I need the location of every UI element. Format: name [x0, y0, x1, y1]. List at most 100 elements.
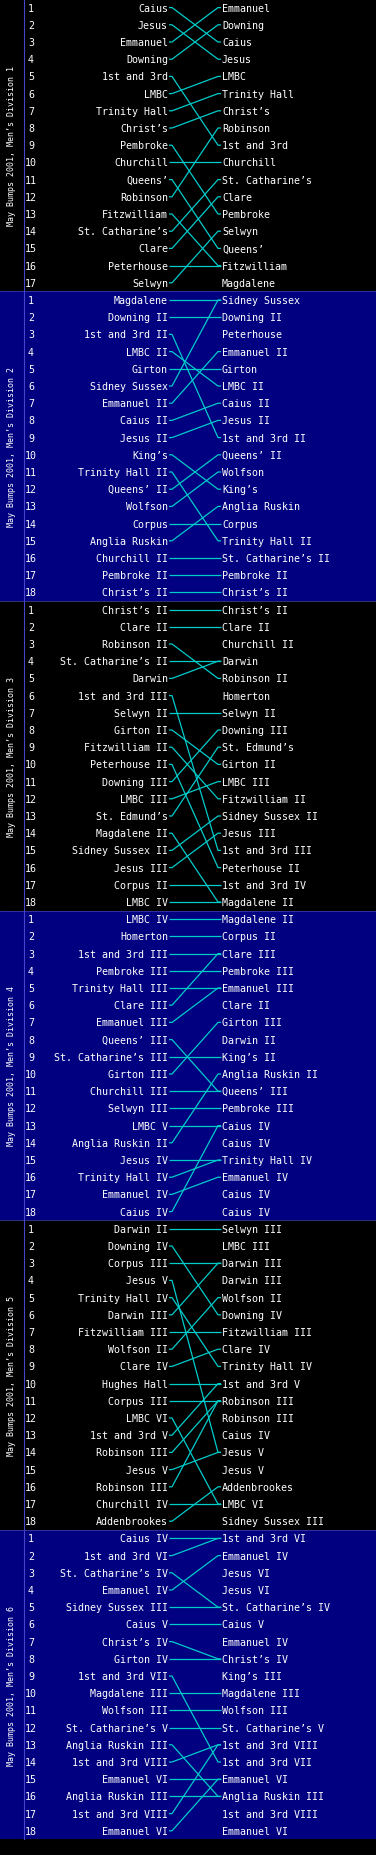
Text: Churchill III: Churchill III [90, 1087, 168, 1096]
Text: King’s III: King’s III [222, 1671, 282, 1681]
Text: 12: 12 [25, 1104, 37, 1113]
Text: Churchill: Churchill [222, 158, 276, 169]
Text: Trinity Hall IV: Trinity Hall IV [78, 1172, 168, 1182]
Text: 1st and 3rd VIII: 1st and 3rd VIII [72, 1757, 168, 1768]
Text: Trinity Hall II: Trinity Hall II [78, 467, 168, 479]
Text: Christ’s II: Christ’s II [102, 588, 168, 597]
Text: 18: 18 [25, 1825, 37, 1836]
Text: 13: 13 [25, 1430, 37, 1441]
Text: Emmanuel IV: Emmanuel IV [102, 1586, 168, 1595]
Text: 1st and 3rd II: 1st and 3rd II [222, 434, 306, 443]
Text: 5: 5 [28, 1293, 34, 1302]
Text: 13: 13 [25, 503, 37, 512]
Text: Caius: Caius [138, 4, 168, 13]
Text: 1st and 3rd VII: 1st and 3rd VII [222, 1757, 312, 1768]
Text: 13: 13 [25, 1120, 37, 1132]
Text: Anglia Ruskin II: Anglia Ruskin II [222, 1070, 318, 1080]
Text: 17: 17 [25, 881, 37, 890]
Text: May Bumps 2001, Men’s Division 6: May Bumps 2001, Men’s Division 6 [8, 1605, 17, 1764]
Text: Jesus II: Jesus II [120, 434, 168, 443]
Text: Queens’ III: Queens’ III [222, 1087, 288, 1096]
Text: Robinson: Robinson [222, 124, 270, 134]
Text: Emmanuel III: Emmanuel III [96, 1018, 168, 1028]
Text: Emmanuel II: Emmanuel II [102, 399, 168, 408]
Text: 1: 1 [28, 915, 34, 924]
Text: 14: 14 [25, 1139, 37, 1148]
Text: Fitzwilliam II: Fitzwilliam II [84, 742, 168, 753]
Text: 1st and 3rd III: 1st and 3rd III [222, 846, 312, 855]
Text: 9: 9 [28, 1362, 34, 1371]
Text: St. Catharine’s: St. Catharine’s [222, 176, 312, 186]
Text: 1st and 3rd IV: 1st and 3rd IV [222, 881, 306, 890]
Text: Fitzwilliam II: Fitzwilliam II [222, 794, 306, 805]
Text: Queens’: Queens’ [222, 245, 264, 254]
Text: Corpus II: Corpus II [114, 881, 168, 890]
Text: Jesus II: Jesus II [222, 416, 270, 427]
Text: Anglia Ruskin: Anglia Ruskin [222, 503, 300, 512]
Text: Clare III: Clare III [114, 1000, 168, 1011]
Text: Homerton: Homerton [222, 692, 270, 701]
Text: 5: 5 [28, 1603, 34, 1612]
Text: Sidney Sussex III: Sidney Sussex III [66, 1603, 168, 1612]
Text: Peterhouse: Peterhouse [222, 330, 282, 339]
Text: 4: 4 [28, 347, 34, 358]
Text: Sidney Sussex II: Sidney Sussex II [222, 811, 318, 822]
Text: Christ’s II: Christ’s II [222, 588, 288, 597]
Text: Wolfson III: Wolfson III [222, 1705, 288, 1716]
Text: St. Catharine’s IV: St. Catharine’s IV [222, 1603, 330, 1612]
Text: Jesus: Jesus [138, 20, 168, 32]
Text: Magdalene II: Magdalene II [222, 915, 294, 924]
Text: 12: 12 [25, 193, 37, 202]
Text: 11: 11 [25, 176, 37, 186]
Text: 16: 16 [25, 1172, 37, 1182]
Text: LMBC VI: LMBC VI [126, 1414, 168, 1423]
Text: Selwyn: Selwyn [132, 278, 168, 289]
Bar [0, 911, 376, 1221]
Text: Clare III: Clare III [222, 950, 276, 959]
Text: 1st and 3rd V: 1st and 3rd V [222, 1378, 300, 1389]
Bar [0, 1221, 376, 1530]
Text: Pembroke III: Pembroke III [96, 966, 168, 976]
Text: 9: 9 [28, 1052, 34, 1063]
Text: LMBC: LMBC [222, 72, 246, 82]
Text: 18: 18 [25, 588, 37, 597]
Text: Jesus III: Jesus III [114, 863, 168, 874]
Text: Christ’s IV: Christ’s IV [102, 1636, 168, 1647]
Text: 18: 18 [25, 1208, 37, 1217]
Text: Magdalene III: Magdalene III [90, 1688, 168, 1699]
Text: Queens’: Queens’ [126, 176, 168, 186]
Text: Emmanuel: Emmanuel [222, 4, 270, 13]
Text: Churchill II: Churchill II [96, 553, 168, 564]
Text: 7: 7 [28, 1018, 34, 1028]
Bar [0, 601, 376, 911]
Text: Magdalene II: Magdalene II [222, 898, 294, 907]
Text: 8: 8 [28, 725, 34, 736]
Text: Magdalene II: Magdalene II [96, 829, 168, 838]
Text: 6: 6 [28, 1000, 34, 1011]
Text: 3: 3 [28, 330, 34, 339]
Text: 8: 8 [28, 1035, 34, 1044]
Text: May Bumps 2001, Men’s Division 3: May Bumps 2001, Men’s Division 3 [8, 677, 17, 837]
Text: Robinson III: Robinson III [96, 1447, 168, 1458]
Text: 16: 16 [25, 1792, 37, 1801]
Text: King’s II: King’s II [222, 1052, 276, 1063]
Text: Trinity Hall II: Trinity Hall II [222, 536, 312, 547]
Text: 12: 12 [25, 1414, 37, 1423]
Text: Darwin: Darwin [222, 657, 258, 666]
Text: Darwin II: Darwin II [222, 1035, 276, 1044]
Text: 17: 17 [25, 1499, 37, 1510]
Text: Caius II: Caius II [222, 399, 270, 408]
Text: Sidney Sussex III: Sidney Sussex III [222, 1516, 324, 1527]
Text: 14: 14 [25, 1757, 37, 1768]
Text: Jesus V: Jesus V [222, 1447, 264, 1458]
Text: 12: 12 [25, 794, 37, 805]
Text: Girton: Girton [222, 365, 258, 375]
Text: Emmanuel VI: Emmanuel VI [222, 1825, 288, 1836]
Text: 2: 2 [28, 931, 34, 942]
Text: 7: 7 [28, 108, 34, 117]
Text: St. Catharine’s III: St. Catharine’s III [54, 1052, 168, 1063]
Text: Jesus V: Jesus V [222, 1465, 264, 1475]
Text: 14: 14 [25, 226, 37, 237]
Text: Pembroke III: Pembroke III [222, 966, 294, 976]
Text: Downing II: Downing II [108, 313, 168, 323]
